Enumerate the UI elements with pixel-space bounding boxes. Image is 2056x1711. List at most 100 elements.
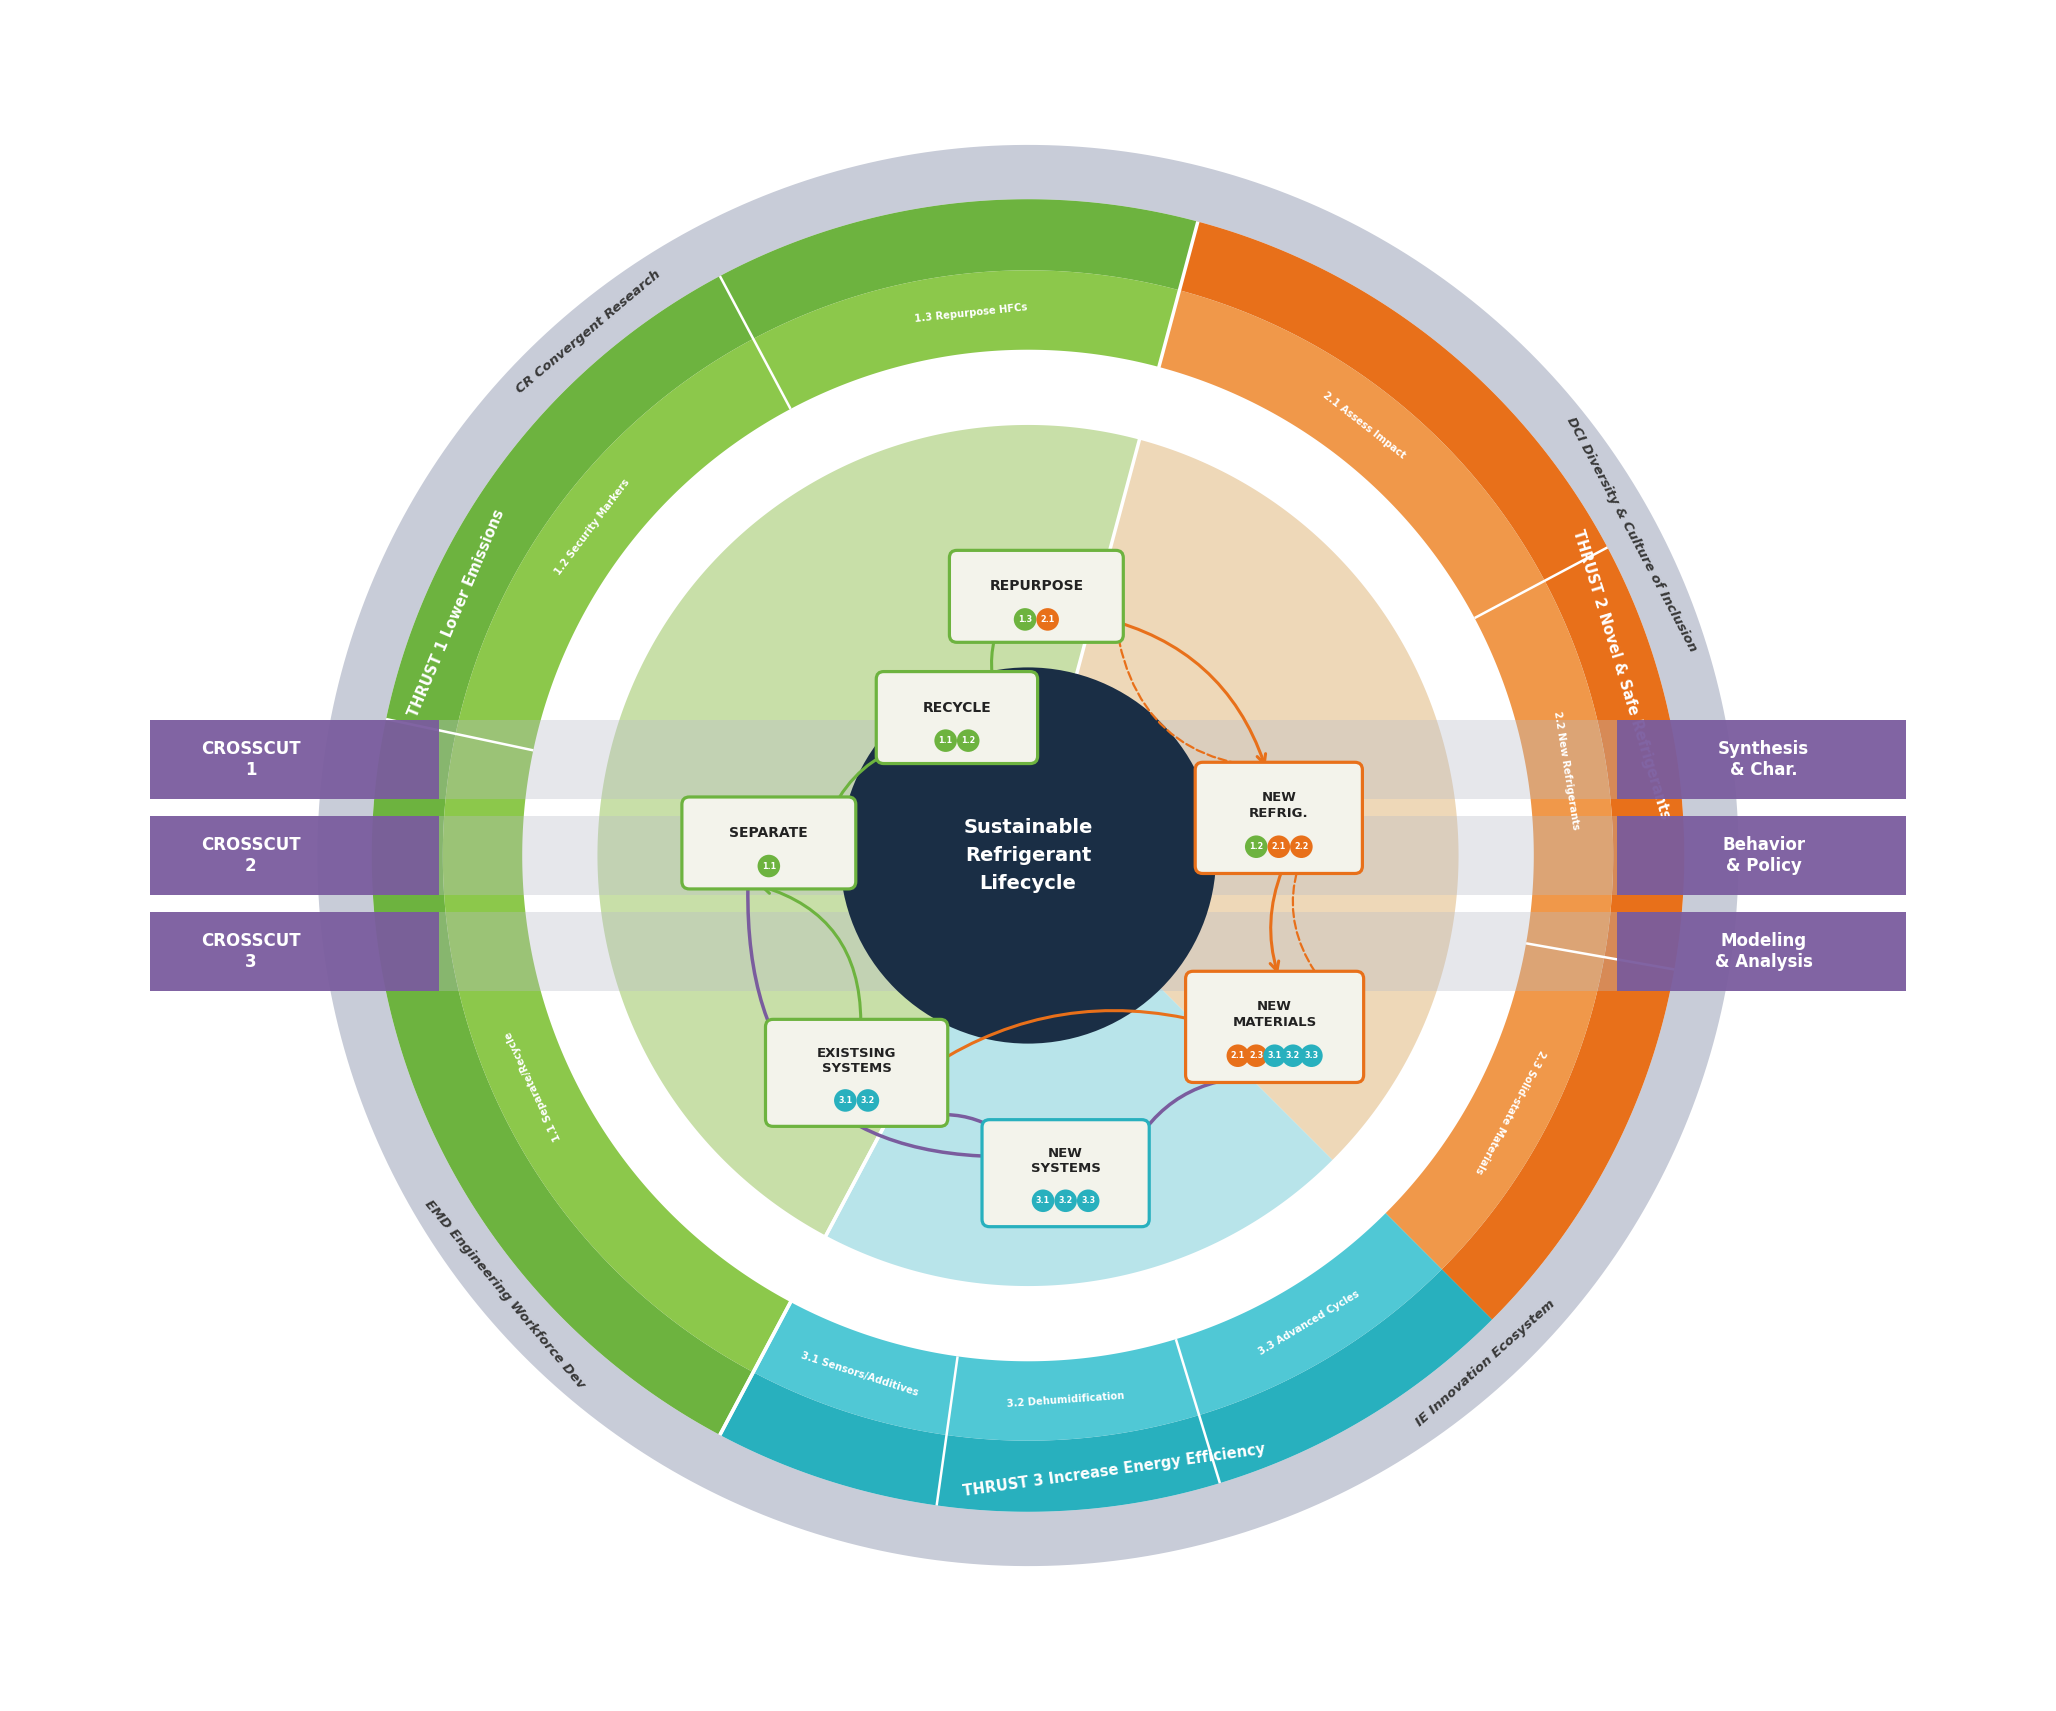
- Text: 2.1 Assess Impact: 2.1 Assess Impact: [1320, 390, 1406, 460]
- Text: 2.2 New Refrigerants: 2.2 New Refrigerants: [1552, 710, 1581, 830]
- Text: 1.1: 1.1: [763, 862, 775, 871]
- Polygon shape: [372, 198, 1684, 1513]
- Polygon shape: [827, 856, 1332, 1287]
- Text: 3.3 Advanced Cycles: 3.3 Advanced Cycles: [1256, 1288, 1361, 1357]
- Text: 1.3: 1.3: [1018, 614, 1032, 625]
- Text: NEW
MATERIALS: NEW MATERIALS: [1232, 1001, 1316, 1028]
- Circle shape: [933, 729, 956, 751]
- Text: 3.3: 3.3: [1304, 1051, 1318, 1061]
- Text: 2.1: 2.1: [1040, 614, 1055, 625]
- Bar: [150, 912, 438, 991]
- Text: 3.2: 3.2: [1059, 1196, 1073, 1205]
- Bar: [438, 816, 1618, 895]
- FancyBboxPatch shape: [1186, 972, 1363, 1083]
- Text: 3.1: 3.1: [839, 1097, 853, 1105]
- Circle shape: [1014, 607, 1036, 631]
- FancyBboxPatch shape: [876, 672, 1038, 763]
- Bar: [150, 816, 438, 895]
- Polygon shape: [752, 1213, 1441, 1441]
- Text: RECYCLE: RECYCLE: [923, 700, 991, 715]
- Text: 1.2 Security Markers: 1.2 Security Markers: [553, 477, 631, 577]
- FancyBboxPatch shape: [765, 1020, 948, 1126]
- Text: CROSSCUT
3: CROSSCUT 3: [201, 932, 300, 972]
- Polygon shape: [1180, 222, 1684, 1319]
- Text: CROSSCUT
2: CROSSCUT 2: [201, 837, 300, 874]
- FancyBboxPatch shape: [683, 797, 855, 890]
- Text: 2.3: 2.3: [1250, 1051, 1262, 1061]
- Circle shape: [1246, 835, 1266, 857]
- FancyArrowPatch shape: [1114, 604, 1295, 772]
- FancyArrowPatch shape: [933, 1011, 1203, 1066]
- Circle shape: [1032, 1189, 1055, 1211]
- Circle shape: [1289, 835, 1312, 857]
- Polygon shape: [720, 1270, 1493, 1513]
- Text: 3.2 Dehumidification: 3.2 Dehumidification: [1007, 1391, 1125, 1408]
- Circle shape: [1281, 1044, 1304, 1068]
- FancyArrowPatch shape: [989, 631, 997, 700]
- Text: REPURPOSE: REPURPOSE: [989, 580, 1084, 594]
- Text: 3.2: 3.2: [1285, 1051, 1299, 1061]
- Text: 3.1: 3.1: [1036, 1196, 1051, 1205]
- Circle shape: [835, 1090, 857, 1112]
- FancyArrowPatch shape: [1271, 871, 1283, 970]
- FancyArrowPatch shape: [833, 744, 905, 809]
- Circle shape: [857, 1090, 880, 1112]
- Text: 1.3 Repurpose HFCs: 1.3 Repurpose HFCs: [915, 303, 1028, 323]
- Text: 3.2: 3.2: [861, 1097, 876, 1105]
- Text: 3.1: 3.1: [1269, 1051, 1281, 1061]
- Text: 2.3 Solid-state Materials: 2.3 Solid-state Materials: [1472, 1049, 1546, 1175]
- Text: NEW
REFRIG.: NEW REFRIG.: [1248, 790, 1308, 820]
- Text: 3.1 Sensors/Additives: 3.1 Sensors/Additives: [800, 1350, 919, 1398]
- FancyArrowPatch shape: [1293, 811, 1332, 994]
- FancyBboxPatch shape: [983, 1119, 1149, 1227]
- Polygon shape: [1160, 291, 1614, 1270]
- Text: Modeling
& Analysis: Modeling & Analysis: [1715, 932, 1813, 972]
- Text: IE Innovation Ecosystem: IE Innovation Ecosystem: [1412, 1297, 1556, 1429]
- Circle shape: [841, 667, 1215, 1044]
- FancyArrowPatch shape: [748, 888, 1014, 1162]
- Polygon shape: [317, 145, 1739, 1566]
- Text: CR Convergent Research: CR Convergent Research: [514, 269, 664, 397]
- Text: 1.1 Separate/Recycle: 1.1 Separate/Recycle: [504, 1030, 563, 1143]
- Bar: [150, 720, 438, 799]
- FancyBboxPatch shape: [950, 551, 1123, 642]
- Text: Behavior
& Policy: Behavior & Policy: [1723, 837, 1805, 874]
- Text: Synthesis
& Char.: Synthesis & Char.: [1719, 739, 1809, 779]
- Circle shape: [1246, 1044, 1266, 1068]
- Text: THRUST 2 Novel & Safe Refrigerants: THRUST 2 Novel & Safe Refrigerants: [1571, 527, 1674, 821]
- Polygon shape: [598, 424, 1139, 1235]
- Bar: [438, 912, 1618, 991]
- Bar: [1618, 912, 1906, 991]
- Text: THRUST 3 Increase Energy Efficiency: THRUST 3 Increase Energy Efficiency: [962, 1442, 1266, 1499]
- Text: 2.1: 2.1: [1232, 1051, 1246, 1061]
- Circle shape: [956, 729, 979, 751]
- Bar: [438, 720, 1618, 799]
- Circle shape: [1299, 1044, 1322, 1068]
- Text: 1.2: 1.2: [960, 736, 975, 744]
- Circle shape: [757, 856, 779, 878]
- Text: 2.2: 2.2: [1293, 842, 1308, 850]
- Text: EMD Engineering Workforce Dev: EMD Engineering Workforce Dev: [421, 1198, 588, 1391]
- FancyArrowPatch shape: [1102, 618, 1266, 763]
- Polygon shape: [1028, 440, 1458, 1160]
- Circle shape: [1077, 1189, 1100, 1211]
- Circle shape: [1036, 607, 1059, 631]
- Bar: [1618, 720, 1906, 799]
- Text: SEPARATE: SEPARATE: [730, 826, 808, 840]
- Polygon shape: [442, 270, 1180, 1372]
- Text: EXISTSING
SYSTEMS: EXISTSING SYSTEMS: [816, 1047, 896, 1075]
- Text: DCI Diversity & Culture of Inclusion: DCI Diversity & Culture of Inclusion: [1565, 416, 1698, 654]
- FancyArrowPatch shape: [763, 885, 861, 1021]
- Text: THRUST 1 Lower Emissions: THRUST 1 Lower Emissions: [405, 506, 508, 719]
- Text: 1.1: 1.1: [940, 736, 952, 744]
- Text: 3.3: 3.3: [1081, 1196, 1096, 1205]
- FancyArrowPatch shape: [1123, 1073, 1250, 1167]
- FancyBboxPatch shape: [1195, 763, 1363, 874]
- Circle shape: [1055, 1189, 1077, 1211]
- Text: 2.1: 2.1: [1273, 842, 1285, 850]
- Polygon shape: [372, 198, 1199, 1436]
- Text: NEW
SYSTEMS: NEW SYSTEMS: [1030, 1146, 1100, 1175]
- FancyArrowPatch shape: [905, 1114, 1022, 1150]
- Bar: [1618, 816, 1906, 895]
- Circle shape: [1227, 1044, 1250, 1068]
